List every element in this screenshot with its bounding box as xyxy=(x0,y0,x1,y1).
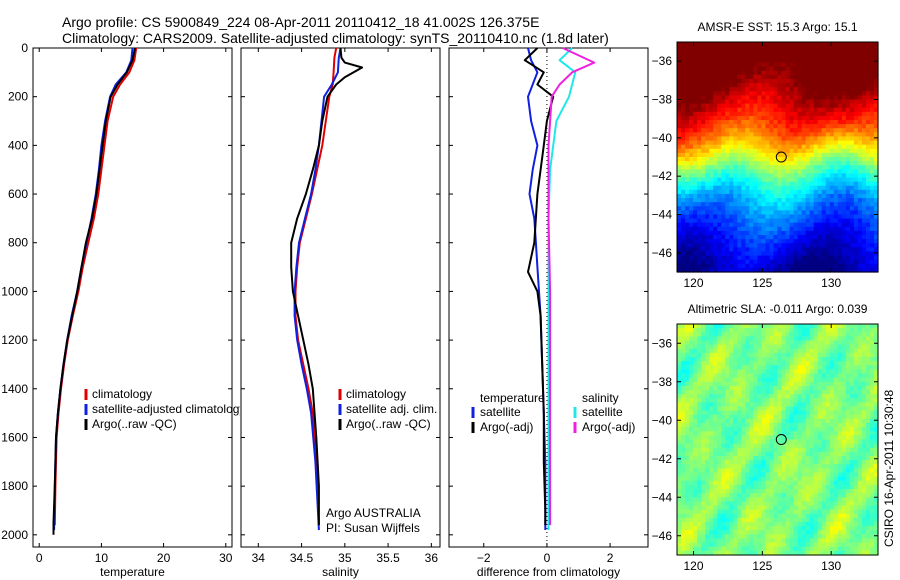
series-line-satellite xyxy=(547,47,577,530)
y-tick-label: 1800 xyxy=(1,479,28,493)
series-line-argo-adj- xyxy=(547,47,596,526)
x-tick-label: 34.5 xyxy=(290,551,314,565)
y-tick-label: 1000 xyxy=(1,284,28,298)
chart-annotation: PI: Susan Wijffels xyxy=(326,521,420,535)
series-line-satellite-adj-clim- xyxy=(293,47,342,531)
map-title: AMSR-E SST: 15.3 Argo: 15.1 xyxy=(697,20,857,34)
series-line-argo-adj- xyxy=(523,47,555,526)
legend-label: climatology xyxy=(346,387,406,401)
y-tick-label: −36 xyxy=(652,54,673,68)
plot-frame xyxy=(448,47,649,548)
y-tick-label: −46 xyxy=(652,529,673,543)
x-tick-label: 35 xyxy=(338,551,352,565)
legend-label: Argo(..raw -QC) xyxy=(346,417,431,431)
y-tick-label: 600 xyxy=(8,187,28,201)
sst-heatmap-field xyxy=(677,42,879,273)
x-tick-label: 2 xyxy=(607,551,614,565)
sla-heatmap-field xyxy=(677,324,879,556)
legend-label: satellite adj. clim. xyxy=(346,402,437,416)
x-tick-label: 0 xyxy=(36,551,43,565)
x-tick-label: 125 xyxy=(752,276,772,290)
y-tick-label: −36 xyxy=(652,336,673,350)
legend-label: satellite-adjusted climatology xyxy=(92,402,240,416)
legend-label: Argo(-adj) xyxy=(480,420,533,434)
y-tick-label: −40 xyxy=(652,413,673,427)
y-tick-label: 2000 xyxy=(1,528,28,542)
x-tick-label: 10 xyxy=(95,551,109,565)
map-frame xyxy=(676,323,879,556)
y-tick-label: 200 xyxy=(8,90,28,104)
x-tick-label: 30 xyxy=(219,551,233,565)
legend-label: satellite xyxy=(480,405,521,419)
x-tick-label: 0 xyxy=(544,551,551,565)
temperature-profile-chart: 0 10 20 30 0 200 400 600 800 1000 1200 1400 1600 1800… xyxy=(1,41,240,579)
legend-group-title: salinity xyxy=(582,391,619,405)
x-tick-label: −2 xyxy=(477,551,491,565)
x-axis-label: salinity xyxy=(322,565,359,579)
map-title: Altimetric SLA: -0.011 Argo: 0.039 xyxy=(688,302,868,316)
x-axis-label: temperature xyxy=(100,565,165,579)
y-tick-label: 800 xyxy=(8,236,28,250)
legend-label: Argo(-adj) xyxy=(582,420,635,434)
x-tick-label: 20 xyxy=(157,551,171,565)
legend-label: climatology xyxy=(92,387,152,401)
x-tick-label: 36 xyxy=(425,551,439,565)
y-tick-label: 1400 xyxy=(1,382,28,396)
map-frame xyxy=(676,41,879,273)
series-line-argo-raw-qc- xyxy=(52,47,136,535)
x-tick-label: 120 xyxy=(684,559,704,573)
x-tick-label: 35.5 xyxy=(376,551,400,565)
x-tick-label: 130 xyxy=(821,276,841,290)
salinity-profile-chart: 34 34.5 35 35.5 36 salinity climatologysatelli… xyxy=(240,47,441,579)
x-tick-label: 34 xyxy=(252,551,266,565)
legend-label: satellite xyxy=(582,405,623,419)
y-tick-label: 400 xyxy=(8,138,28,152)
argo-float-position-marker xyxy=(775,151,787,163)
y-tick-label: −40 xyxy=(652,131,673,145)
side-timestamp-label: CSIRO 16-Apr-2011 10:30:48 xyxy=(882,389,896,547)
x-axis-label: difference from climatology xyxy=(477,565,620,579)
y-tick-label: 1200 xyxy=(1,333,28,347)
x-tick-label: 130 xyxy=(821,559,841,573)
chart-annotation: Argo AUSTRALIA xyxy=(326,506,421,520)
y-tick-label: −38 xyxy=(652,375,673,389)
header-title-line1: Argo profile: CS 5900849_224 08-Apr-2011… xyxy=(62,14,540,30)
y-tick-label: −38 xyxy=(652,93,673,107)
header-title-line2: Climatology: CARS2009. Satellite-adjuste… xyxy=(62,30,609,46)
y-tick-label: −42 xyxy=(652,169,673,183)
x-tick-label: 125 xyxy=(752,559,772,573)
argo-float-position-marker xyxy=(775,434,787,446)
x-tick-label: 120 xyxy=(684,276,704,290)
y-tick-label: −44 xyxy=(652,490,673,504)
y-tick-label: 0 xyxy=(21,41,28,55)
series-line-argo-raw-qc- xyxy=(290,47,364,526)
y-tick-label: 1600 xyxy=(1,430,28,444)
y-tick-label: −44 xyxy=(652,208,673,222)
y-tick-label: −46 xyxy=(652,246,673,260)
legend-label: Argo(..raw -QC) xyxy=(92,417,177,431)
y-tick-label: −42 xyxy=(652,452,673,466)
legend-group-title: temperature xyxy=(480,391,545,405)
